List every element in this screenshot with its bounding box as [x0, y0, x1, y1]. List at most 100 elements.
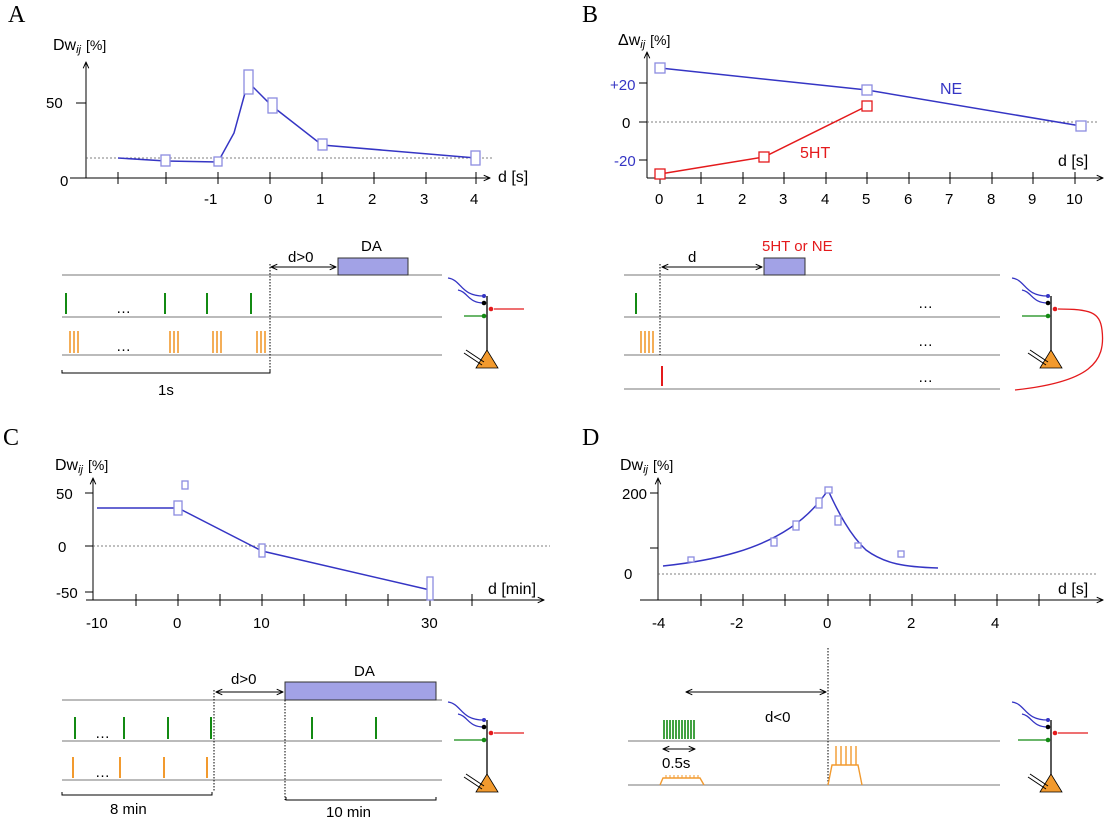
data-markers: [173, 480, 434, 601]
y-axis-label: Dwij [%]: [620, 457, 673, 476]
x-axis-label: d [s]: [1058, 153, 1088, 170]
delay-label: d>0: [231, 671, 256, 688]
data-markers: [687, 486, 905, 563]
orange-plateau-spikes: [665, 775, 699, 778]
protocol-d: d<0 0.5s: [628, 648, 1088, 793]
y-axis-label: Dwij [%]: [53, 37, 106, 56]
delay-label: d<0: [765, 709, 790, 726]
panel-label: A: [8, 2, 26, 28]
delay-label: d: [688, 249, 696, 266]
protocol-a: DA d>0 … … 1s: [61, 238, 524, 399]
ellipsis: …: [918, 333, 933, 350]
y-tick-label: +20: [610, 77, 635, 94]
panel-d: D Dwij [%] 200 0 -4 -2 0 2 4 d [s]: [582, 425, 1103, 793]
series-label-ne: NE: [940, 81, 962, 98]
ne-markers: [654, 62, 1087, 132]
panel-c: C Dwij [%] 50 0 -50 -10 0 10 30 d [min] D: [3, 425, 550, 821]
x-tick-label: -2: [730, 615, 743, 632]
duration-label: 1s: [158, 382, 174, 399]
data-line: [97, 507, 431, 591]
x-tick-label: 2: [738, 191, 746, 208]
x-axis-label: d [s]: [1058, 581, 1088, 598]
ellipsis: …: [95, 764, 110, 781]
data-line: [117, 80, 477, 163]
x-tick-label: 7: [945, 191, 953, 208]
y-tick-label: -50: [56, 585, 78, 602]
5ht-line: [659, 105, 868, 175]
ellipsis: …: [918, 369, 933, 386]
panel-a: A Dwij [%] 50 0 -1 0 1 2 3 4 d [s]: [8, 2, 528, 399]
y-tick-label: 50: [56, 486, 73, 503]
panel-b: B Δwij [%] +20 0 -20 0 1 2 3 4 5 6 7 8 9 …: [582, 2, 1104, 391]
y-axis-label: Dwij [%]: [55, 457, 108, 476]
neuromod-bar: [763, 257, 806, 276]
x-tick-label: 2: [368, 191, 376, 208]
x-tick-label: -10: [86, 615, 108, 632]
y-tick-label: 0: [60, 173, 68, 190]
x-tick-label: 3: [779, 191, 787, 208]
x-ticks: [659, 172, 1076, 184]
ellipsis: …: [116, 338, 131, 355]
y-tick-label: 0: [58, 539, 66, 556]
orange-burst: [827, 764, 863, 786]
x-tick-label: -1: [204, 191, 217, 208]
x-tick-label: 30: [421, 615, 438, 632]
x-tick-label: 10: [253, 615, 270, 632]
y-tick-label: 50: [46, 95, 63, 112]
protocol-c: DA d>0 … … 8 min 10 min: [61, 663, 524, 821]
x-tick-label: 0: [823, 615, 831, 632]
x-tick-label: 1: [316, 191, 324, 208]
panel-label: D: [582, 425, 599, 451]
x-tick-label: 1: [696, 191, 704, 208]
ellipsis: …: [918, 295, 933, 312]
x-tick-label: 6: [904, 191, 912, 208]
duration-label: 8 min: [110, 801, 147, 818]
neuron-icon: [447, 701, 524, 793]
data-markers: [160, 69, 481, 167]
da-bar: [337, 257, 409, 276]
y-tick-label: 0: [622, 115, 630, 132]
y-tick-label: 0: [624, 566, 632, 583]
delay-label: d>0: [288, 249, 313, 266]
ellipsis: …: [116, 300, 131, 317]
neuron-icon: [1011, 701, 1088, 793]
y-tick-label: 200: [622, 486, 647, 503]
y-axis-label: Δwij [%]: [618, 32, 670, 51]
neuromodulator-label: 5HT or NE: [762, 238, 833, 255]
x-tick-label: 8: [987, 191, 995, 208]
x-tick-label: 10: [1066, 191, 1083, 208]
x-ticks: [117, 172, 477, 184]
x-ticks: [135, 594, 473, 606]
x-tick-label: 3: [420, 191, 428, 208]
x-tick-label: 0: [264, 191, 272, 208]
panel-label: B: [582, 2, 598, 28]
green-burst: [663, 720, 695, 739]
series-label-5ht: 5HT: [800, 145, 830, 162]
x-tick-label: 4: [821, 191, 829, 208]
panel-label: C: [3, 425, 19, 451]
neuromodulator-label: DA: [361, 238, 382, 255]
da-bar: [284, 681, 437, 701]
protocol-b: 5HT or NE d … … …: [624, 238, 1104, 391]
y-tick-label: -20: [614, 153, 636, 170]
x-ticks: [700, 594, 1040, 606]
neuron-icon: [1011, 277, 1104, 391]
5ht-markers: [654, 100, 873, 180]
data-line: [662, 488, 939, 569]
neuron-icon: [447, 277, 524, 369]
x-tick-label: 0: [173, 615, 181, 632]
x-axis-label: d [s]: [498, 169, 528, 186]
orange-plateau: [659, 777, 705, 786]
x-tick-label: 4: [470, 191, 478, 208]
burst-label: 0.5s: [662, 755, 690, 772]
x-tick-label: 5: [862, 191, 870, 208]
x-tick-label: 9: [1028, 191, 1036, 208]
x-tick-label: 4: [991, 615, 999, 632]
x-tick-label: -4: [652, 615, 665, 632]
x-tick-label: 0: [655, 191, 663, 208]
x-tick-label: 2: [907, 615, 915, 632]
neuromodulator-label: DA: [354, 663, 375, 680]
ne-line: [659, 67, 1082, 127]
ellipsis: …: [95, 725, 110, 742]
